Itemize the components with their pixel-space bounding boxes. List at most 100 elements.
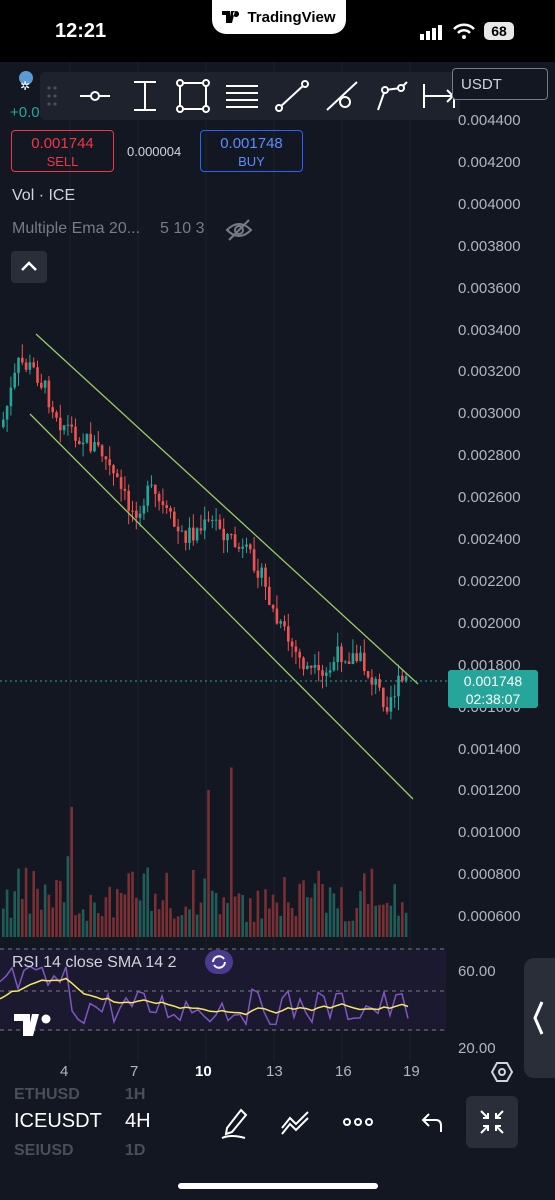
spread-value: 0.000004 <box>127 144 182 159</box>
indicators-icon[interactable] <box>280 1108 310 1136</box>
collapse-arrows-icon <box>480 1110 504 1134</box>
price-tick: 0.004000 <box>458 195 521 213</box>
candle-body <box>85 433 89 443</box>
volume-bar <box>283 877 286 937</box>
rectangle-icon[interactable] <box>174 78 212 114</box>
candle-body <box>283 621 286 627</box>
candle-body <box>401 675 404 681</box>
candle-body <box>55 412 58 418</box>
tradingview-badge: TradingView <box>212 0 346 34</box>
volume-legend[interactable]: Vol · ICE <box>12 187 76 204</box>
candle-body <box>260 567 263 578</box>
channel-lower-line[interactable] <box>29 413 414 800</box>
candlesticks <box>2 344 408 720</box>
candle-body <box>21 357 24 363</box>
sell-button[interactable]: 0.001744 SELL <box>11 130 114 172</box>
volume-bar <box>195 914 199 937</box>
ema-legend[interactable]: Multiple Ema 20... <box>12 220 141 237</box>
candle-body <box>340 646 343 662</box>
volume-bar <box>404 912 408 937</box>
undo-icon[interactable] <box>418 1110 444 1134</box>
volume-bar <box>313 883 317 937</box>
volume-bar <box>336 908 339 937</box>
volume-bar <box>321 884 324 937</box>
prev-symbol[interactable]: ETHUSD <box>14 1086 80 1103</box>
candle-body <box>332 661 336 671</box>
horizontal-line-icon[interactable] <box>76 78 114 114</box>
candle-body <box>404 676 408 681</box>
vertical-line-icon[interactable] <box>126 78 164 114</box>
volume-bar <box>260 918 263 937</box>
battery-indicator: 68 <box>484 22 514 40</box>
candle-body <box>97 442 100 446</box>
volume-bar <box>9 917 13 937</box>
rsi-legend[interactable]: RSI 14 close SMA 14 2 <box>12 954 177 971</box>
volume-bar <box>203 878 206 937</box>
candle-body <box>112 465 115 474</box>
candle-body <box>51 407 54 413</box>
volume-bar <box>218 914 222 937</box>
next-interval[interactable]: 1D <box>125 1142 146 1159</box>
drag-handle-icon[interactable] <box>46 84 58 108</box>
volume-bar <box>385 903 389 937</box>
symbol-search-field[interactable]: USDT <box>452 68 548 100</box>
candle-body <box>119 477 123 489</box>
path-icon[interactable] <box>373 78 411 114</box>
candle-body <box>78 440 81 445</box>
time-tick: 13 <box>266 1063 283 1080</box>
volume-bar <box>249 898 252 937</box>
candle-body <box>36 367 39 383</box>
candle-body <box>264 567 267 587</box>
fullscreen-button[interactable] <box>466 1096 518 1148</box>
volume-bar <box>176 916 180 937</box>
chart-settings-icon[interactable] <box>491 1061 513 1083</box>
candle-body <box>43 380 47 388</box>
channel-upper-line[interactable] <box>35 333 419 685</box>
volume-bar <box>340 887 343 937</box>
candle-body <box>351 653 355 665</box>
candle-body <box>290 641 294 647</box>
clock: 12:21 <box>55 20 107 42</box>
volume-bar <box>370 868 374 937</box>
candle-body <box>180 530 184 532</box>
side-panel-handle[interactable] <box>524 958 555 1078</box>
candle-body <box>355 653 358 662</box>
draw-pen-icon[interactable] <box>219 1106 249 1140</box>
volume-bar <box>378 904 381 937</box>
candle-body <box>89 433 92 452</box>
candle-body <box>268 586 271 605</box>
hidden-eye-icon[interactable] <box>225 218 253 242</box>
svg-text:✲: ✲ <box>20 79 30 93</box>
trend-line-icon[interactable] <box>273 78 311 114</box>
last-price-value: 0.001748 <box>463 673 523 689</box>
interval-selector[interactable]: 4H <box>125 1110 151 1132</box>
volume-bar <box>366 904 370 937</box>
volume-bar <box>108 886 111 937</box>
candle-body <box>116 473 119 478</box>
volume-bar <box>43 884 47 937</box>
volume-bar <box>123 894 127 937</box>
volume-bar <box>214 892 218 937</box>
volume-bar <box>13 891 16 937</box>
ema-params: 5 10 3 <box>160 220 205 237</box>
fib-lines-icon[interactable] <box>223 78 261 114</box>
volume-bar <box>157 909 161 937</box>
candle-body <box>108 459 111 466</box>
wifi-icon <box>453 23 475 39</box>
collapse-legend-button[interactable] <box>11 251 47 283</box>
ray-icon[interactable] <box>323 78 361 114</box>
volume-bar <box>135 897 138 937</box>
candle-body <box>184 530 187 543</box>
candle-body <box>150 484 153 486</box>
volume-bar <box>85 920 89 937</box>
prev-interval[interactable]: 1H <box>125 1086 146 1103</box>
candle-body <box>378 679 381 688</box>
symbol-selector[interactable]: ICEUSDT <box>14 1110 102 1132</box>
candle-body <box>279 621 282 624</box>
volume-bar <box>119 892 123 937</box>
more-options-icon[interactable] <box>342 1114 374 1130</box>
buy-button[interactable]: 0.001748 BUY <box>200 130 303 172</box>
refresh-icon[interactable] <box>205 950 233 974</box>
next-symbol[interactable]: SEIUSD <box>14 1142 74 1159</box>
time-tick: 19 <box>403 1063 420 1080</box>
